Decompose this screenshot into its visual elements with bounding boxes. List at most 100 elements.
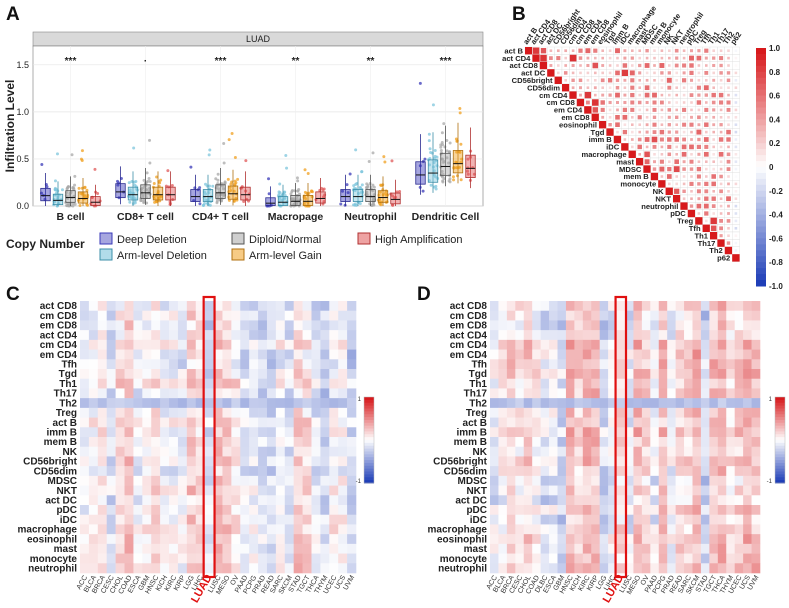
correlation-cell: [667, 130, 671, 134]
heat-cell: [97, 330, 108, 341]
correlation-cell: [718, 92, 724, 98]
heat-cell: [667, 359, 676, 370]
scale-step: [775, 408, 785, 412]
heat-cell: [490, 427, 499, 438]
scale-tick-label: 1.0: [769, 44, 781, 53]
heat-cell: [151, 495, 161, 506]
heat-cell: [557, 339, 567, 350]
heat-cell: [523, 524, 533, 535]
heat-cell: [684, 330, 693, 341]
heat-cell: [633, 553, 643, 564]
correlation-cell: [667, 71, 671, 75]
heat-cell: [258, 301, 268, 312]
row-label: iDC: [470, 515, 487, 526]
correlation-cell: [704, 48, 709, 53]
scale-step: [756, 250, 766, 257]
heat-cell: [549, 437, 558, 448]
correlation-cell: [674, 159, 680, 165]
heat-cell: [574, 475, 584, 486]
heat-cell: [88, 456, 99, 467]
correlation-cell: [674, 188, 680, 194]
heat-cell: [329, 427, 339, 438]
heat-cell: [650, 388, 660, 399]
heat-cell: [591, 543, 600, 554]
data-point: [85, 203, 89, 207]
highlight-box: [202, 295, 216, 579]
heat-cell: [80, 417, 90, 428]
correlation-cell: [704, 107, 709, 112]
scale-step: [364, 445, 374, 450]
heat-cell: [641, 378, 651, 389]
row-label: pDC: [466, 505, 487, 516]
scale-step: [756, 178, 766, 186]
heat-cell: [532, 417, 541, 428]
heat-cell: [195, 330, 205, 341]
data-point: [128, 190, 132, 194]
heat-cell: [490, 466, 499, 477]
box: [377, 190, 389, 203]
heat-cell: [658, 349, 668, 360]
correlation-cell: [653, 160, 656, 164]
heat-cell: [347, 330, 357, 341]
heat-cell: [515, 514, 525, 525]
heat-cell: [667, 398, 676, 409]
heat-cell: [490, 301, 499, 312]
correlation-cell: [697, 197, 701, 201]
column-label: OV: [640, 574, 651, 587]
heat-cell: [133, 437, 143, 448]
data-point: [455, 174, 459, 178]
heat-cell: [608, 514, 617, 525]
heat-cell: [751, 456, 761, 467]
heat-cell: [124, 427, 134, 438]
heat-cell: [751, 349, 761, 360]
heat-cell: [240, 563, 250, 574]
highlight-box: [614, 295, 628, 579]
heat-cell: [213, 320, 223, 331]
heat-cell: [249, 301, 259, 312]
heat-cell: [515, 320, 525, 331]
data-point: [310, 189, 314, 193]
heat-cell: [633, 398, 643, 409]
heat-cell: [347, 485, 357, 496]
heat-cell: [625, 456, 634, 467]
heat-cell: [320, 407, 330, 418]
heat-cell: [675, 495, 685, 506]
box: [190, 189, 201, 202]
correlation-cell: [734, 56, 738, 60]
correlation-cell: [696, 85, 701, 90]
data-point: [447, 161, 451, 165]
heat-cell: [532, 485, 541, 496]
heat-cell: [275, 427, 286, 438]
heat-cell: [726, 514, 735, 525]
heat-cell: [557, 369, 567, 380]
heat-cell: [574, 301, 584, 312]
correlation-cell: [659, 166, 665, 172]
row-label: monocyte: [620, 180, 656, 189]
heat-cell: [751, 339, 761, 350]
heat-cell: [258, 466, 268, 477]
heat-cell: [532, 514, 541, 525]
scale-step: [364, 440, 374, 444]
heat-cell: [523, 339, 533, 350]
data-point: [278, 191, 282, 195]
correlation-cell: [703, 85, 709, 91]
heat-cell: [599, 310, 609, 321]
heat-cell: [675, 485, 685, 496]
heat-cell: [515, 534, 525, 545]
heat-cell: [667, 553, 676, 564]
data-point: [221, 187, 225, 191]
heat-cell: [549, 505, 558, 516]
data-point: [155, 175, 159, 179]
heat-cell: [709, 301, 719, 312]
heat-cell: [616, 359, 626, 370]
correlation-cell: [630, 78, 635, 83]
data-point: [459, 142, 463, 146]
heat-cell: [284, 524, 294, 535]
heat-cell: [743, 320, 752, 331]
heat-cell: [574, 320, 584, 331]
heat-cell: [684, 407, 693, 418]
correlation-cell: [689, 49, 694, 53]
heat-cell: [734, 534, 744, 545]
correlation-cell: [636, 158, 644, 166]
heat-cell: [490, 398, 499, 409]
